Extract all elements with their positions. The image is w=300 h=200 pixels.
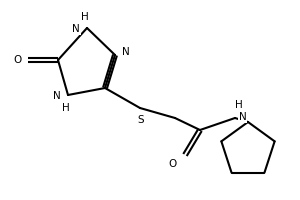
- Text: H: H: [235, 100, 243, 110]
- Text: N: N: [72, 24, 80, 34]
- Text: N: N: [122, 47, 130, 57]
- Text: N: N: [239, 112, 247, 122]
- Text: S: S: [138, 115, 144, 125]
- Text: O: O: [14, 55, 22, 65]
- Text: O: O: [169, 159, 177, 169]
- Text: N: N: [53, 91, 61, 101]
- Text: H: H: [62, 103, 70, 113]
- Text: H: H: [81, 12, 89, 22]
